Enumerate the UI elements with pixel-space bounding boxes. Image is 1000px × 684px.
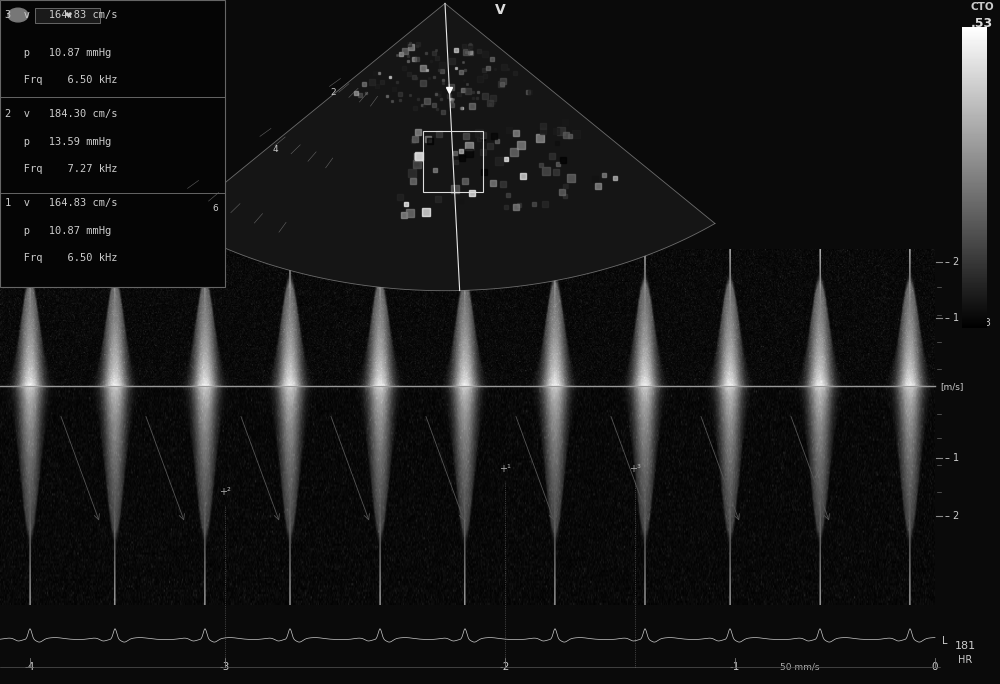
Text: -.53: -.53	[973, 318, 991, 328]
Text: 6: 6	[213, 204, 218, 213]
Text: HR: HR	[958, 655, 972, 665]
Text: -4: -4	[25, 661, 35, 672]
Text: .53: .53	[971, 17, 993, 30]
Text: Frq    7.27 kHz: Frq 7.27 kHz	[5, 164, 118, 174]
Bar	[0, 0, 225, 287]
Text: ♥: ♥	[64, 11, 72, 21]
Text: L: L	[942, 636, 948, 646]
Text: -3: -3	[220, 661, 230, 672]
Polygon shape	[175, 3, 715, 291]
Text: +³: +³	[629, 464, 641, 473]
Text: 2: 2	[331, 88, 336, 97]
Text: +¹: +¹	[499, 464, 511, 473]
Text: 4: 4	[273, 145, 278, 154]
Text: – 1: – 1	[945, 453, 959, 463]
FancyBboxPatch shape	[35, 8, 100, 23]
Text: 181: 181	[954, 641, 976, 651]
Circle shape	[8, 8, 28, 22]
Text: p   10.87 mmHg: p 10.87 mmHg	[5, 48, 111, 58]
Text: – 2: – 2	[945, 257, 959, 267]
Text: Frq    6.50 kHz: Frq 6.50 kHz	[5, 75, 118, 86]
Text: +²: +²	[219, 488, 231, 497]
Text: 50 mm/s: 50 mm/s	[780, 663, 820, 672]
Text: V: V	[495, 3, 505, 17]
Bar	[0, 250, 935, 605]
Bar	[423, 131, 483, 192]
Text: – 1: – 1	[945, 313, 959, 323]
Text: 0: 0	[932, 661, 938, 672]
Text: [m/s]: [m/s]	[940, 382, 963, 391]
Text: CTO: CTO	[970, 2, 994, 12]
Text: p   10.87 mmHg: p 10.87 mmHg	[5, 226, 111, 236]
Text: -1: -1	[730, 661, 740, 672]
Text: p   13.59 mmHg: p 13.59 mmHg	[5, 137, 111, 147]
Text: 3  v   164.83 cm/s: 3 v 164.83 cm/s	[5, 10, 118, 21]
Text: – 2: – 2	[945, 512, 959, 521]
Text: -2: -2	[500, 661, 510, 672]
Text: 1  v   164.83 cm/s: 1 v 164.83 cm/s	[5, 198, 118, 209]
Text: 2  v   184.30 cm/s: 2 v 184.30 cm/s	[5, 109, 118, 120]
Text: Frq    6.50 kHz: Frq 6.50 kHz	[5, 253, 118, 263]
